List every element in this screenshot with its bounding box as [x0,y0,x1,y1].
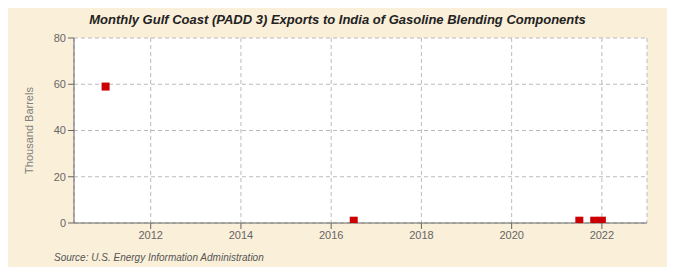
svg-text:2016: 2016 [319,229,343,241]
svg-text:20: 20 [54,171,66,183]
svg-text:80: 80 [54,32,66,44]
svg-text:2018: 2018 [409,229,433,241]
svg-text:0: 0 [60,217,66,229]
svg-text:2020: 2020 [499,229,523,241]
svg-text:Thousand Barrels: Thousand Barrels [23,87,35,174]
html-text:Monthly Gulf Coast (PADD 3) Ex: Monthly Gulf Coast (PADD 3) Exports to I… [89,12,586,27]
svg-text:2022: 2022 [590,229,614,241]
html-text:Source: U.S. Energy Informatio: Source: U.S. Energy Information Administ… [54,252,264,263]
svg-text:40: 40 [54,124,66,136]
svg-text:2012: 2012 [138,229,162,241]
svg-text:60: 60 [54,78,66,90]
svg-text:2014: 2014 [229,229,253,241]
